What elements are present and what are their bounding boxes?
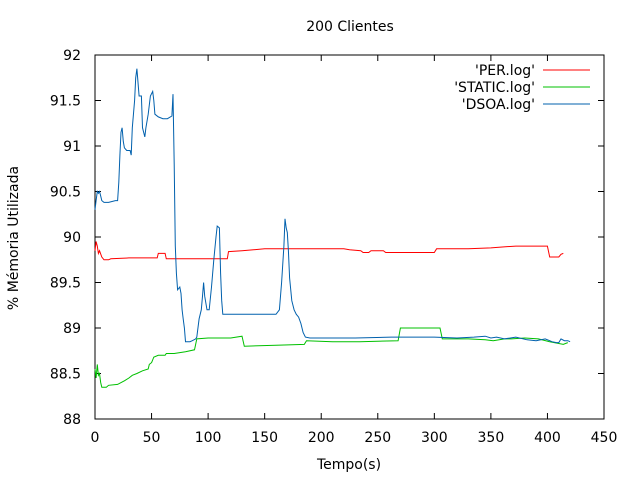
x-tick-label: 150 [251,430,278,446]
x-tick-label: 200 [308,430,335,446]
series-line-staticlog [94,327,568,388]
y-tick-label: 88.5 [50,367,81,383]
x-tick-label: 0 [91,430,100,446]
series-layer [94,68,571,388]
x-tick-label: 400 [534,430,561,446]
y-tick-label: 91.5 [50,94,81,110]
x-tick-label: 100 [195,430,222,446]
x-tick-label: 250 [364,430,391,446]
y-tick-label: 90.5 [50,185,81,201]
legend-label: 'STATIC.log' [454,80,535,96]
y-axis-label: % Mémoria Utilizada [6,166,22,310]
x-tick-label: 350 [478,430,505,446]
y-tick-label: 89.5 [50,276,81,292]
legend-label: 'PER.log' [475,63,535,79]
axis-ticks: 0 50 100 150 200 250 300 350 400 450 88 88.5 89 89.5 9… [50,48,618,446]
series-line-perlog [94,241,564,261]
x-tick-label: 450 [591,430,618,446]
y-tick-label: 90 [63,230,81,246]
y-tick-label: 91 [63,139,81,155]
legend-label: 'DSOA.log' [462,97,535,113]
chart-title: 200 Clientes [306,19,394,35]
x-axis-label: Tempo(s) [316,457,381,473]
y-tick-label: 92 [63,48,81,64]
series-line-dsoalog [94,68,571,344]
x-tick-label: 50 [143,430,161,446]
x-tick-label: 300 [421,430,448,446]
y-tick-label: 88 [63,412,81,428]
legend: 'PER.log''STATIC.log''DSOA.log' [454,63,590,113]
y-tick-label: 89 [63,321,81,337]
